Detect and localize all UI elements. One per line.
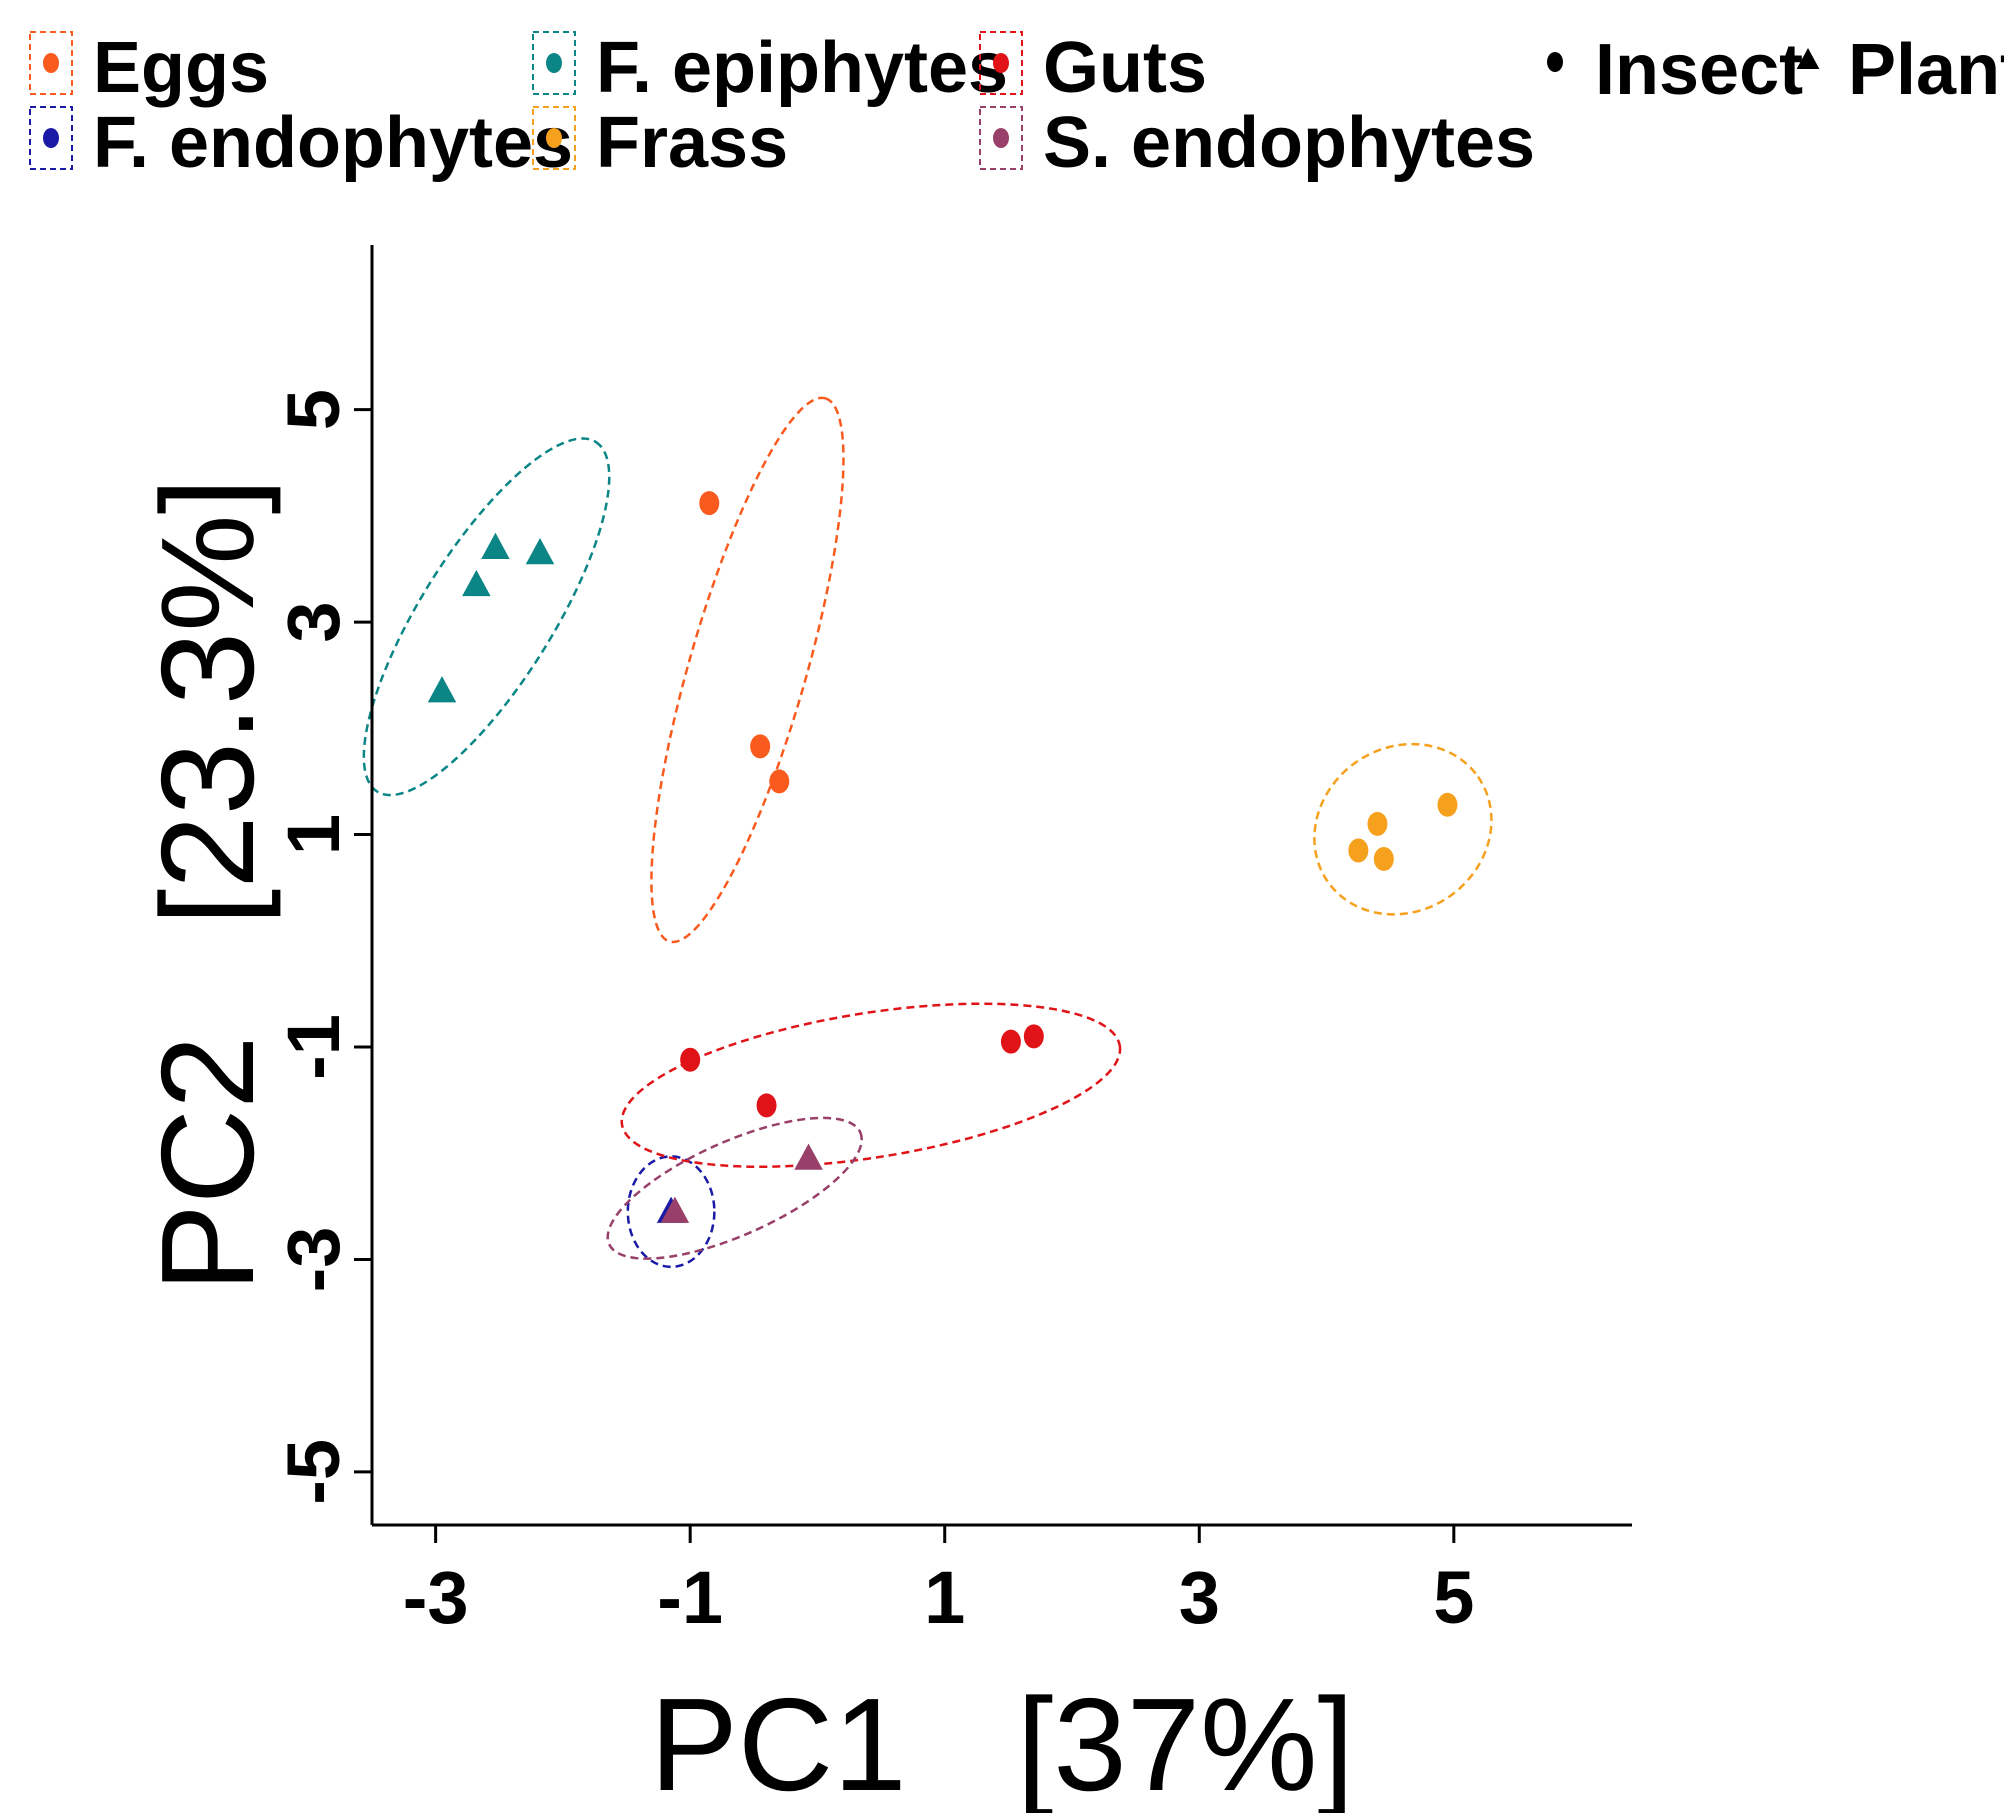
y-tick-label: 1	[272, 814, 355, 855]
y-tick-label: -1	[272, 1014, 355, 1080]
legend-key-frass	[532, 106, 576, 170]
point-f-epiphytes	[462, 569, 491, 597]
legend-dot-frass	[546, 128, 562, 148]
point-f-epiphytes	[525, 538, 555, 565]
legend-shape-plant	[1796, 48, 1820, 69]
legend-key-f-epiphytes	[532, 31, 576, 95]
legend-dot-s-endophytes	[993, 128, 1009, 148]
ellipse-eggs	[650, 396, 845, 944]
point-frass	[1437, 792, 1458, 817]
legend-label-guts: Guts	[1043, 28, 1207, 108]
legend-label-s-endophytes: S. endophytes	[1043, 103, 1535, 183]
group-ellipses	[362, 396, 1493, 1269]
ellipse-guts	[620, 1002, 1122, 1168]
legend-label-frass: Frass	[596, 103, 788, 183]
axes	[370, 245, 1632, 1527]
legend-label-f-epiphytes: F. epiphytes	[596, 28, 1008, 108]
point-f-epiphytes	[481, 532, 510, 559]
legend-key-guts	[979, 31, 1023, 95]
point-eggs	[769, 769, 790, 794]
legend-label-plant: Plant	[1848, 30, 2004, 110]
ellipse-s-endophytes	[606, 1116, 863, 1260]
legend-shape-insect	[1547, 52, 1563, 72]
legend-dot-f-epiphytes	[546, 53, 562, 73]
point-s-endophytes	[660, 1196, 690, 1223]
point-frass	[1367, 811, 1388, 836]
point-guts	[680, 1047, 701, 1072]
x-tick-label: 3	[1179, 1556, 1220, 1639]
legend-key-eggs	[29, 31, 73, 95]
y-axis-title: PC2 [23.3%]	[134, 478, 281, 1292]
x-tick-label: -1	[657, 1556, 723, 1639]
ellipse-frass	[1313, 742, 1493, 916]
y-tick-label: -5	[272, 1439, 355, 1505]
point-frass	[1348, 838, 1369, 863]
legend-dot-f-endophytes	[43, 128, 59, 148]
point-f-epiphytes	[427, 676, 457, 703]
point-guts	[756, 1093, 777, 1118]
legend-dot-guts	[993, 53, 1009, 73]
x-tick-label: -3	[403, 1556, 469, 1639]
x-tick-label: 5	[1433, 1556, 1474, 1639]
point-guts	[1023, 1024, 1044, 1049]
legend-dot-eggs	[43, 53, 59, 73]
y-tick-label: 3	[272, 602, 355, 643]
legend-label-eggs: Eggs	[93, 28, 269, 108]
ellipse-f-epiphytes	[362, 437, 611, 797]
x-tick-label: 1	[924, 1556, 965, 1639]
x-axis-title: PC1 [37%]	[650, 1671, 1354, 1813]
point-eggs	[750, 734, 771, 759]
point-frass	[1373, 846, 1394, 871]
point-guts	[1000, 1029, 1021, 1054]
legend-key-f-endophytes	[29, 106, 73, 170]
data-points	[427, 491, 1458, 1223]
point-eggs	[699, 491, 720, 516]
y-tick-label: 5	[272, 389, 355, 430]
y-tick-label: -3	[272, 1227, 355, 1293]
legend-label-f-endophytes: F. endophytes	[93, 103, 573, 183]
legend-key-s-endophytes	[979, 106, 1023, 170]
legend-label-insect: Insect	[1595, 30, 1803, 110]
point-s-endophytes	[794, 1143, 823, 1170]
ticks: -3 -1 1 3 5 -5 -3 -1 1 3 5	[272, 389, 1474, 1639]
